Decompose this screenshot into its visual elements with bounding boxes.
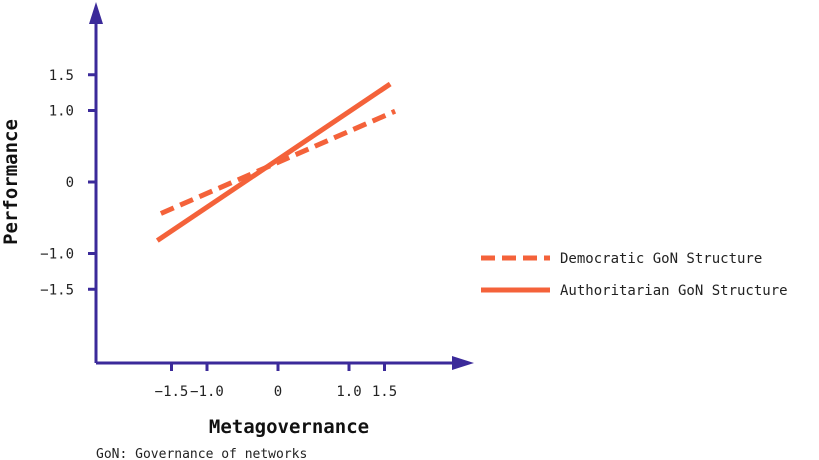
series-line-1 bbox=[155, 81, 392, 243]
x-tick-label-4: 1.5 bbox=[372, 384, 397, 400]
x-tick-label-0: −1.5 bbox=[155, 384, 189, 400]
x-tick-label-1: −1.0 bbox=[190, 384, 224, 400]
series-layer bbox=[155, 81, 397, 243]
legend-label-democratic: Democratic GoN Structure bbox=[560, 251, 762, 267]
y-tick-label-3: −1.0 bbox=[40, 247, 74, 263]
legend-label-authoritarian: Authoritarian GoN Structure bbox=[560, 283, 788, 299]
y-axis-arrow bbox=[89, 2, 103, 24]
legend: Democratic GoN Structure Authoritarian G… bbox=[481, 251, 788, 299]
ticks-layer: −1.5 −1.0 0 1.0 1.51.51.00−1.0−1.5 bbox=[40, 68, 397, 400]
x-tick-label-2: 0 bbox=[274, 384, 282, 400]
x-axis-title: Metagovernance bbox=[209, 416, 369, 438]
axes bbox=[89, 2, 474, 370]
y-tick-label-0: 1.5 bbox=[49, 68, 74, 84]
footnote: GoN: Governance of networks bbox=[96, 447, 307, 460]
y-axis-title: Performance bbox=[0, 119, 22, 245]
y-tick-label-4: −1.5 bbox=[40, 282, 74, 298]
y-tick-label-1: 1.0 bbox=[49, 104, 74, 120]
y-tick-label-2: 0 bbox=[66, 175, 74, 191]
x-tick-label-3: 1.0 bbox=[336, 384, 361, 400]
x-axis-arrow bbox=[452, 356, 474, 370]
